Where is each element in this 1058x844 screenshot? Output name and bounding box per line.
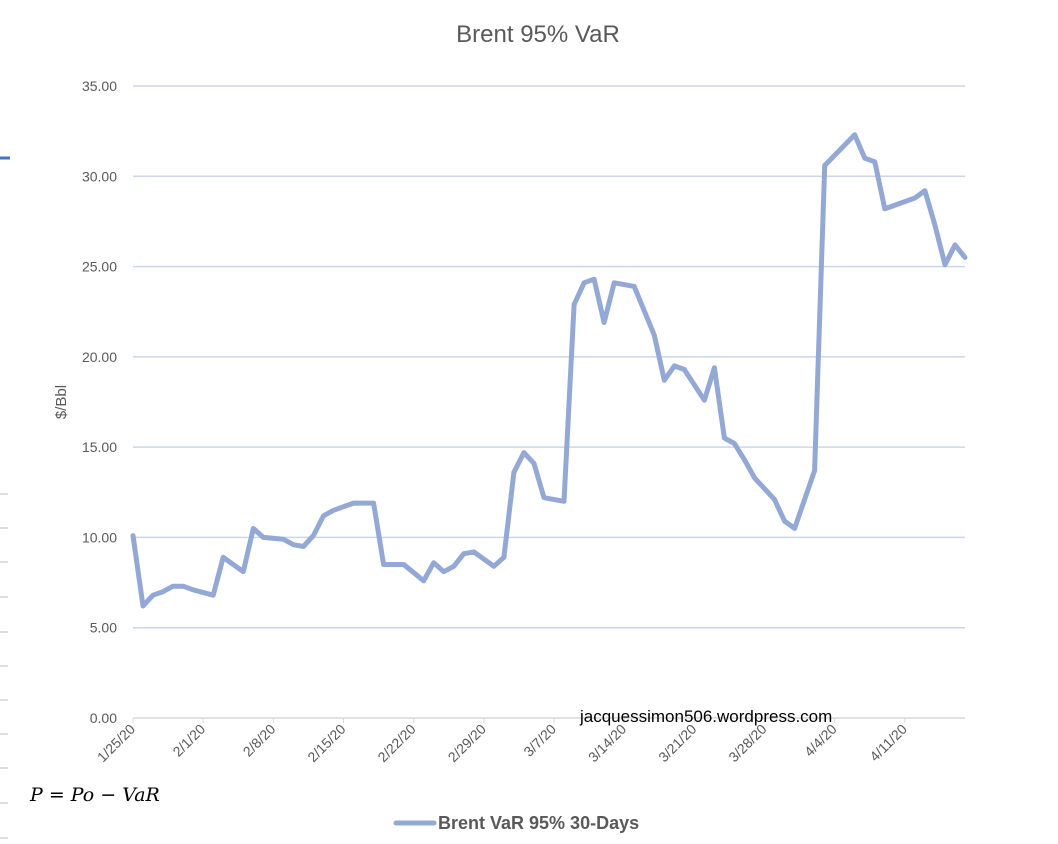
series-line-brent-var xyxy=(130,132,968,609)
x-tick-label: 2/8/20 xyxy=(240,721,279,760)
y-tick-label: 10.00 xyxy=(82,529,117,545)
y-axis-title: $/Bbl xyxy=(53,385,70,419)
y-tick-label: 25.00 xyxy=(82,259,117,275)
x-tick-label: 3/28/20 xyxy=(725,721,769,765)
y-tick-label: 0.00 xyxy=(90,710,117,726)
x-tick-label: 2/1/20 xyxy=(169,721,208,760)
x-tick-label: 2/22/20 xyxy=(374,721,418,765)
y-tick-label: 35.00 xyxy=(82,78,117,94)
left-edge-marks xyxy=(0,156,10,839)
y-tick-label: 15.00 xyxy=(82,439,117,455)
y-tick-label: 20.00 xyxy=(82,349,117,365)
watermark-url: jacquessimon506.wordpress.com xyxy=(580,707,833,726)
x-tick-label: 3/21/20 xyxy=(655,721,699,765)
x-tick-label: 3/14/20 xyxy=(585,721,629,765)
x-tick-label: 4/11/20 xyxy=(866,721,910,765)
chart-title: Brent 95% VaR xyxy=(456,21,620,48)
x-tick-label: 2/15/20 xyxy=(304,721,348,765)
x-tick-label: 3/7/20 xyxy=(520,721,559,760)
legend-label: Brent VaR 95% 30-Days xyxy=(438,813,639,833)
y-tick-label: 30.00 xyxy=(82,168,117,184)
y-tick-label: 5.00 xyxy=(90,620,117,636)
x-tick-label: 1/25/20 xyxy=(94,721,138,765)
x-tick-label: 2/29/20 xyxy=(445,721,489,765)
formula: P = Po − VaR xyxy=(30,784,160,806)
